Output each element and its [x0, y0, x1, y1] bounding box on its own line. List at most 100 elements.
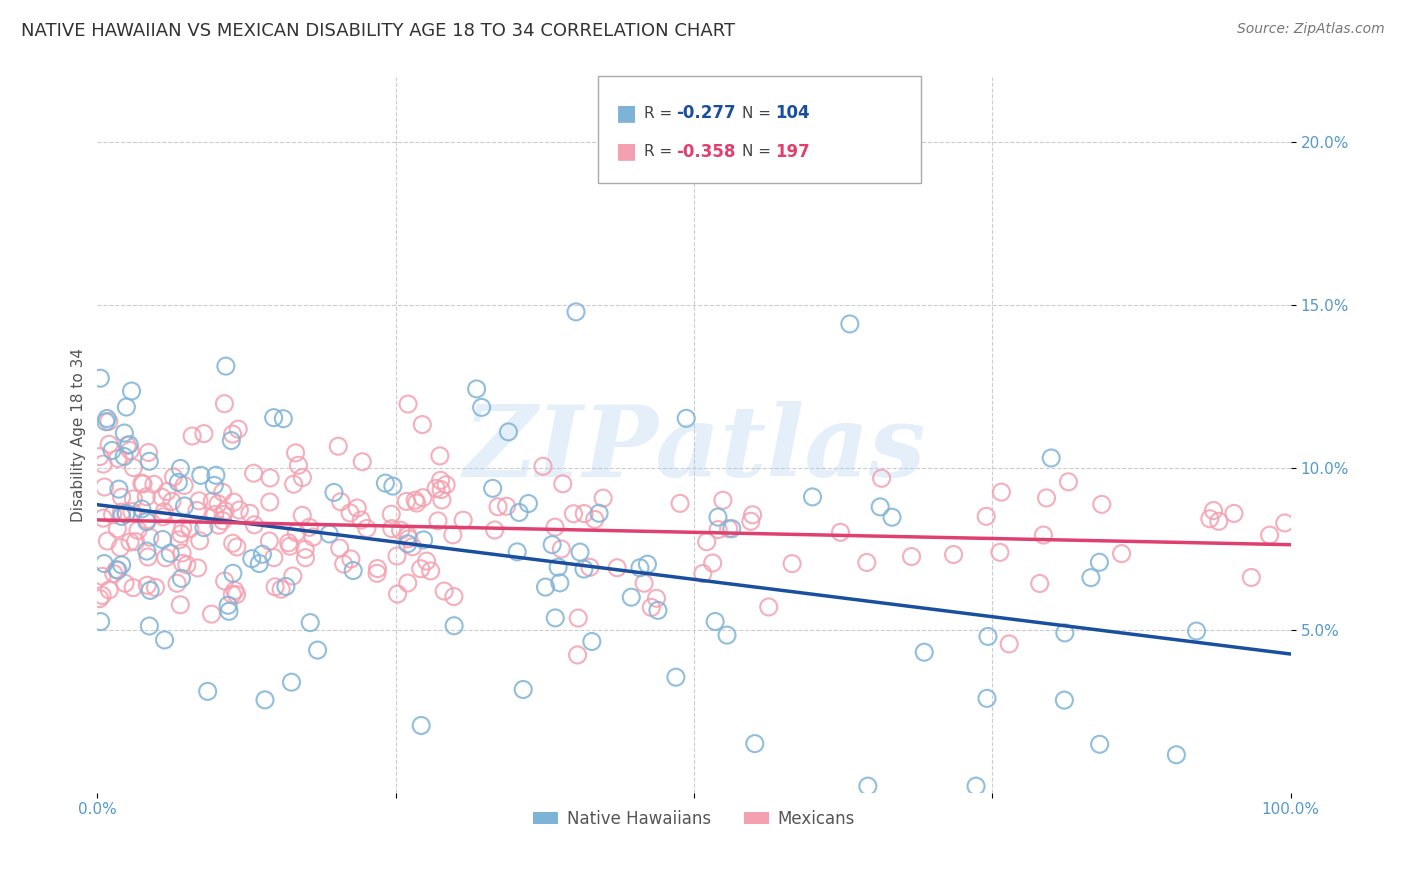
Mexicans — [124, 534, 146, 549]
Text: R =: R = — [644, 106, 678, 120]
Native Hawaiians — [131, 502, 153, 516]
Mexicans — [278, 539, 301, 553]
Native Hawaiians — [101, 443, 124, 458]
Mexicans — [222, 495, 245, 509]
Native Hawaiians — [112, 425, 135, 440]
Native Hawaiians — [107, 563, 129, 577]
Mexicans — [900, 549, 922, 564]
Mexicans — [1274, 516, 1296, 530]
Native Hawaiians — [565, 305, 588, 319]
Mexicans — [531, 459, 554, 474]
Mexicans — [856, 556, 879, 570]
Mexicans — [385, 549, 408, 563]
Native Hawaiians — [636, 557, 658, 571]
Native Hawaiians — [465, 382, 488, 396]
Mexicans — [186, 503, 208, 517]
Native Hawaiians — [96, 411, 118, 425]
Mexicans — [136, 578, 159, 592]
Native Hawaiians — [548, 575, 571, 590]
Mexicans — [340, 552, 363, 566]
Mexicans — [366, 566, 388, 581]
Mexicans — [405, 496, 427, 510]
Text: ■: ■ — [616, 103, 637, 123]
Native Hawaiians — [569, 545, 592, 559]
Mexicans — [419, 564, 441, 578]
Mexicans — [156, 484, 179, 499]
Mexicans — [91, 589, 114, 603]
Native Hawaiians — [342, 564, 364, 578]
Mexicans — [291, 508, 314, 523]
Mexicans — [145, 581, 167, 595]
Native Hawaiians — [976, 691, 998, 706]
Mexicans — [434, 477, 457, 491]
Mexicans — [114, 576, 136, 591]
Mexicans — [122, 581, 145, 595]
Mexicans — [415, 554, 437, 568]
Mexicans — [870, 471, 893, 485]
Native Hawaiians — [94, 415, 117, 429]
Mexicans — [484, 523, 506, 537]
Text: N =: N = — [742, 145, 776, 159]
Mexicans — [592, 491, 614, 505]
Mexicans — [166, 576, 188, 591]
Mexicans — [451, 513, 474, 527]
Mexicans — [486, 500, 509, 514]
Native Hawaiians — [381, 479, 404, 493]
Mexicans — [332, 557, 354, 571]
Mexicans — [942, 548, 965, 562]
Text: -0.358: -0.358 — [676, 143, 735, 161]
Mexicans — [103, 566, 125, 581]
Native Hawaiians — [218, 604, 240, 618]
Native Hawaiians — [253, 693, 276, 707]
Native Hawaiians — [138, 454, 160, 468]
Mexicans — [404, 493, 426, 508]
Native Hawaiians — [443, 618, 465, 632]
Mexicans — [550, 541, 572, 556]
Mexicans — [1208, 514, 1230, 528]
Native Hawaiians — [1080, 571, 1102, 585]
Native Hawaiians — [581, 634, 603, 648]
Native Hawaiians — [675, 411, 697, 425]
Native Hawaiians — [856, 779, 879, 793]
Mexicans — [167, 533, 190, 547]
Mexicans — [188, 493, 211, 508]
Mexicans — [426, 514, 449, 528]
Native Hawaiians — [240, 551, 263, 566]
Native Hawaiians — [252, 547, 274, 561]
Native Hawaiians — [215, 359, 238, 373]
Native Hawaiians — [1040, 450, 1063, 465]
Native Hawaiians — [280, 675, 302, 690]
Mexicans — [389, 524, 412, 538]
Mexicans — [212, 508, 235, 522]
Mexicans — [1240, 570, 1263, 584]
Native Hawaiians — [481, 481, 503, 495]
Native Hawaiians — [628, 560, 651, 574]
Native Hawaiians — [411, 718, 433, 732]
Mexicans — [669, 496, 692, 510]
Mexicans — [1198, 512, 1220, 526]
Mexicans — [224, 583, 246, 598]
Native Hawaiians — [744, 737, 766, 751]
Native Hawaiians — [90, 615, 112, 629]
Mexicans — [425, 482, 447, 496]
Native Hawaiians — [121, 384, 143, 398]
Mexicans — [172, 521, 194, 535]
Legend: Native Hawaiians, Mexicans: Native Hawaiians, Mexicans — [527, 803, 862, 834]
Mexicans — [562, 507, 585, 521]
Mexicans — [412, 491, 434, 505]
Mexicans — [135, 490, 157, 504]
Native Hawaiians — [912, 645, 935, 659]
Mexicans — [259, 495, 281, 509]
Mexicans — [263, 550, 285, 565]
Native Hawaiians — [170, 571, 193, 585]
Mexicans — [122, 491, 145, 506]
Mexicans — [98, 437, 121, 451]
Native Hawaiians — [167, 475, 190, 490]
Mexicans — [433, 584, 456, 599]
Native Hawaiians — [544, 611, 567, 625]
Native Hawaiians — [541, 538, 564, 552]
Mexicans — [329, 495, 352, 509]
Mexicans — [780, 557, 803, 571]
Mexicans — [259, 534, 281, 549]
Mexicans — [242, 466, 264, 480]
